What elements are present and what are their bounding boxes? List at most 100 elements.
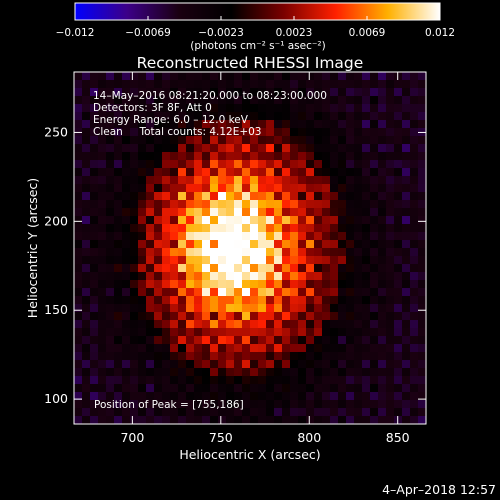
heatmap-cell	[98, 256, 107, 265]
heatmap-cell	[130, 328, 139, 337]
heatmap-cell	[218, 128, 227, 137]
heatmap-cell	[114, 352, 123, 361]
heatmap-cell	[298, 384, 307, 393]
heatmap-cell	[98, 232, 107, 241]
heatmap-cell	[274, 72, 283, 81]
heatmap-cell	[154, 184, 163, 193]
heatmap-cell	[338, 368, 347, 377]
heatmap-cell	[106, 264, 115, 273]
heatmap-cell	[242, 416, 251, 424]
heatmap-cell	[242, 120, 251, 129]
heatmap-cell	[418, 320, 426, 329]
heatmap-cell	[234, 88, 243, 97]
heatmap-cell	[130, 80, 139, 89]
heatmap-cell	[98, 304, 107, 313]
heatmap-cell	[258, 88, 267, 97]
heatmap-cell	[82, 160, 91, 169]
heatmap-cell	[330, 96, 339, 105]
heatmap-cell	[146, 136, 155, 145]
heatmap-cell	[314, 96, 323, 105]
heatmap-cell	[394, 320, 403, 329]
heatmap-cell	[402, 368, 411, 377]
heatmap-cell	[290, 416, 299, 424]
heatmap-cell	[266, 288, 275, 297]
heatmap-cell	[274, 400, 283, 409]
heatmap-cell	[98, 72, 107, 81]
heatmap-cell	[394, 152, 403, 161]
heatmap-cell	[322, 168, 331, 177]
heatmap-cell	[202, 112, 211, 121]
heatmap-cell	[250, 96, 259, 105]
heatmap-cell	[98, 392, 107, 401]
heatmap-cell	[226, 112, 235, 121]
heatmap-cell	[226, 384, 235, 393]
x-axis-ticks: 700 750 800 850	[120, 72, 410, 445]
heatmap-cell	[330, 328, 339, 337]
heatmap-cell	[202, 320, 211, 329]
heatmap-cell	[82, 400, 91, 409]
heatmap-cell	[146, 104, 155, 113]
heatmap-cell	[178, 360, 187, 369]
heatmap-cell	[378, 208, 387, 217]
heatmap-cell	[378, 112, 387, 121]
heatmap-cell	[306, 248, 315, 257]
heatmap-cell	[194, 72, 203, 81]
heatmap-cell	[402, 288, 411, 297]
heatmap-cell	[258, 224, 267, 233]
heatmap-cell	[354, 176, 363, 185]
heatmap-cell	[378, 376, 387, 385]
heatmap-cell	[90, 352, 99, 361]
heatmap-cell	[250, 88, 259, 97]
heatmap-cell	[234, 160, 243, 169]
heatmap-cell	[378, 96, 387, 105]
heatmap-cell	[378, 192, 387, 201]
heatmap-cell	[266, 160, 275, 169]
heatmap-cell	[202, 336, 211, 345]
heatmap-cell	[394, 88, 403, 97]
heatmap-cell	[82, 144, 91, 153]
heatmap-cell	[138, 368, 147, 377]
heatmap-cell	[202, 256, 211, 265]
heatmap-cell	[258, 144, 267, 153]
heatmap-cell	[122, 120, 131, 129]
heatmap-cell	[170, 184, 179, 193]
heatmap-cell	[82, 408, 91, 417]
heatmap-cell	[346, 400, 355, 409]
heatmap-cell	[202, 368, 211, 377]
heatmap-cell	[202, 384, 211, 393]
heatmap-cell	[170, 144, 179, 153]
heatmap-cell	[354, 136, 363, 145]
heatmap-cell	[146, 376, 155, 385]
heatmap-cell	[274, 120, 283, 129]
heatmap-cell	[170, 400, 179, 409]
heatmap-cell	[410, 72, 419, 81]
heatmap-cell	[90, 280, 99, 289]
heatmap-cell	[74, 232, 83, 241]
heatmap-cell	[410, 184, 419, 193]
heatmap-cell	[314, 256, 323, 265]
heatmap-cell	[82, 240, 91, 249]
heatmap-cell	[338, 280, 347, 289]
heatmap-cell	[210, 104, 219, 113]
heatmap-cell	[234, 104, 243, 113]
heatmap-cell	[218, 288, 227, 297]
heatmap-cell	[234, 280, 243, 289]
heatmap-cell	[290, 336, 299, 345]
heatmap-cell	[402, 256, 411, 265]
heatmap-cell	[370, 80, 379, 89]
heatmap-cell	[354, 416, 363, 424]
heatmap-cell	[386, 208, 395, 217]
heatmap-cell	[154, 104, 163, 113]
heatmap-cell	[106, 360, 115, 369]
heatmap-cell	[114, 88, 123, 97]
heatmap-cell	[306, 216, 315, 225]
heatmap-cell	[386, 360, 395, 369]
heatmap-cell	[330, 120, 339, 129]
heatmap-cell	[226, 104, 235, 113]
heatmap-cell	[170, 168, 179, 177]
heatmap-cell	[90, 72, 99, 81]
heatmap-cell	[306, 224, 315, 233]
heatmap-cell	[82, 248, 91, 257]
heatmap-cell	[130, 96, 139, 105]
